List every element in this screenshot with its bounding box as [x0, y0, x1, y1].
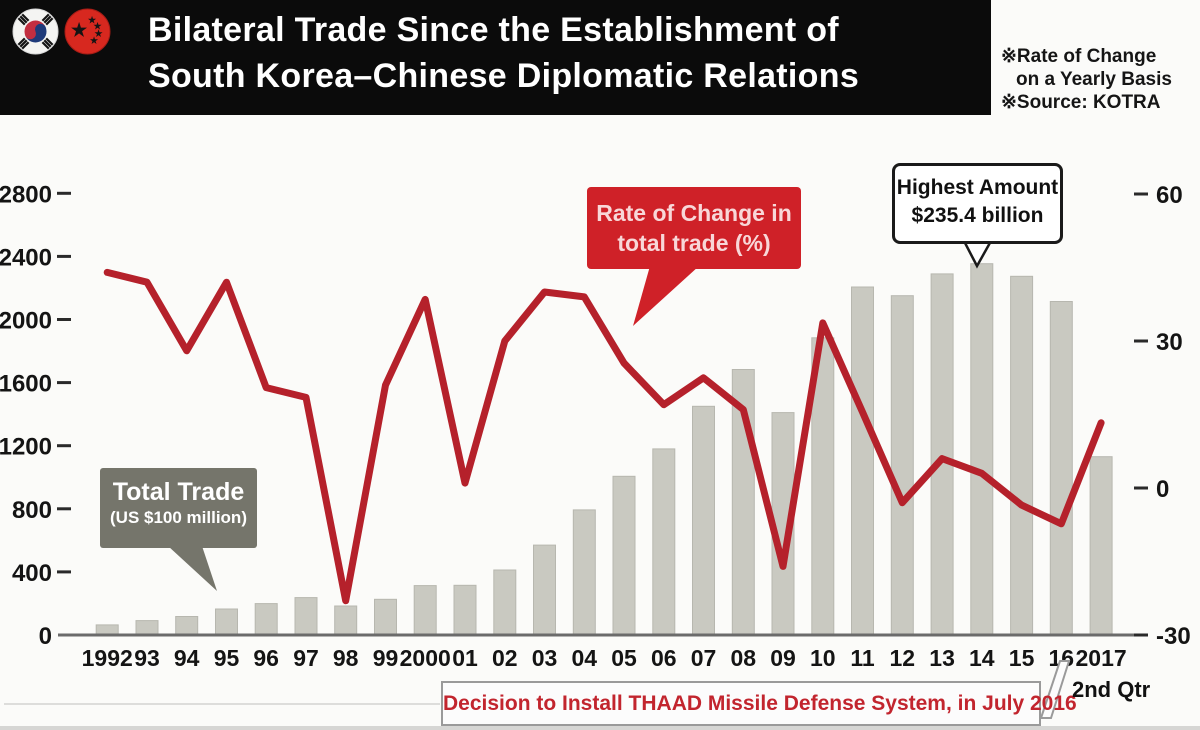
- bar-2000: [413, 585, 437, 636]
- x-label-95: 95: [214, 645, 240, 671]
- bottom-edge: [0, 726, 1200, 730]
- rate-of-change-callout: Rate of Change in total trade (%): [587, 187, 801, 269]
- rate-label-line2: total trade (%): [617, 230, 771, 256]
- x-label-98: 98: [333, 645, 359, 671]
- left-tick-label-2000: 2000: [0, 308, 52, 335]
- x-label-96: 96: [253, 645, 279, 671]
- total-trade-callout-tail: [168, 546, 217, 591]
- left-tick-label-1200: 1200: [0, 434, 52, 461]
- x-label-05: 05: [611, 645, 637, 671]
- rate-callout-tail: [633, 266, 699, 326]
- bar-15: [1010, 275, 1034, 636]
- left-tick-label-2400: 2400: [0, 244, 52, 271]
- bar-12: [890, 295, 914, 636]
- x-label-99: 99: [373, 645, 399, 671]
- bar-04: [572, 509, 596, 636]
- x-label-1992: 1992: [82, 645, 133, 671]
- total-trade-unit: (US $100 million): [110, 508, 247, 527]
- svg-text:★: ★: [88, 15, 97, 25]
- right-tick-label--30: -30: [1156, 623, 1191, 650]
- bar-96: [254, 603, 278, 636]
- header-bar: ★ ★ ★ ★ ★ Bilateral Trade Since the Esta…: [0, 0, 991, 115]
- x-label-03: 03: [532, 645, 558, 671]
- rate-line: [103, 268, 1105, 605]
- right-tick-label-30: 30: [1156, 329, 1183, 356]
- bar-95: [215, 608, 238, 636]
- x-label-01: 01: [452, 645, 478, 671]
- x-label-12: 12: [890, 645, 916, 671]
- x-label-93: 93: [134, 645, 160, 671]
- x-label-02: 02: [492, 645, 518, 671]
- bar-1992: [95, 624, 119, 636]
- bar-13: [930, 273, 954, 636]
- bar-02: [493, 569, 517, 636]
- left-tick-label-0: 0: [39, 623, 52, 650]
- page-title-line2: South Korea–Chinese Diplomatic Relations: [148, 57, 860, 95]
- x-label-2017: 2017: [1076, 645, 1127, 671]
- thaad-annotation: Decision to Install THAAD Missile Defens…: [441, 681, 1077, 726]
- x-label-94: 94: [174, 645, 200, 671]
- x-label-14: 14: [969, 645, 995, 671]
- note-rate-basis-line2: on a Yearly Basis: [1016, 69, 1172, 90]
- svg-text:★: ★: [94, 21, 103, 31]
- bar-05: [612, 475, 636, 636]
- x-label-09: 09: [770, 645, 796, 671]
- svg-text:★: ★: [90, 36, 99, 46]
- x-label-2000: 2000: [400, 645, 451, 671]
- x-label-06: 06: [651, 645, 677, 671]
- rate-label-line1: Rate of Change in: [596, 200, 792, 226]
- bar-97: [294, 597, 318, 636]
- bar-14: [970, 263, 994, 636]
- x-label-08: 08: [731, 645, 757, 671]
- highest-callout-tail: [961, 239, 994, 269]
- left-tick-label-800: 800: [12, 497, 52, 524]
- x-label-11: 11: [850, 645, 875, 671]
- left-tick-label-1600: 1600: [0, 371, 52, 398]
- x-label-04: 04: [572, 645, 598, 671]
- left-tick-label-2800: 2800: [0, 181, 52, 208]
- bar-94: [175, 616, 199, 636]
- source-notes: ※Rate of Change on a Yearly Basis ※Sourc…: [1001, 45, 1199, 114]
- bar-03: [533, 544, 556, 636]
- left-tick-label-400: 400: [12, 560, 52, 587]
- bar-2017: [1089, 456, 1113, 636]
- x-label-13: 13: [929, 645, 955, 671]
- bar-16: [1049, 301, 1073, 636]
- x-label-07: 07: [691, 645, 717, 671]
- svg-text:★: ★: [95, 29, 104, 39]
- right-tick-label-60: 60: [1156, 182, 1183, 209]
- total-trade-callout: Total Trade (US $100 million): [100, 468, 257, 548]
- total-trade-label: Total Trade: [112, 478, 245, 506]
- bar-93: [135, 620, 159, 636]
- page-title: Bilateral Trade Since the Establishment …: [148, 7, 859, 99]
- note-source: ※Source: KOTRA: [1001, 92, 1161, 113]
- svg-text:★: ★: [71, 20, 88, 40]
- x-label-10: 10: [810, 645, 836, 671]
- x-label-15: 15: [1009, 645, 1035, 671]
- china-flag-icon: ★ ★ ★ ★ ★: [64, 8, 111, 60]
- highest-amount-callout: Highest Amount $235.4 billion: [892, 163, 1063, 244]
- highest-amount-line2: $235.4 billion: [911, 204, 1044, 227]
- highest-amount-line1: Highest Amount: [896, 176, 1059, 199]
- south-korea-flag-icon: [12, 8, 59, 60]
- bar-11: [851, 286, 874, 636]
- x-label-97: 97: [293, 645, 319, 671]
- bar-07: [692, 405, 715, 636]
- bar-06: [652, 448, 676, 636]
- bar-98: [334, 605, 358, 636]
- note-rate-basis-line1: ※Rate of Change: [1001, 46, 1157, 67]
- right-tick-label-0: 0: [1156, 476, 1169, 503]
- bar-01: [453, 584, 477, 636]
- thaad-callout-tail: [1039, 660, 1071, 719]
- page-title-line1: Bilateral Trade Since the Establishment …: [148, 11, 839, 49]
- bar-99: [374, 598, 397, 636]
- second-quarter-note: 2nd Qtr: [1072, 677, 1151, 702]
